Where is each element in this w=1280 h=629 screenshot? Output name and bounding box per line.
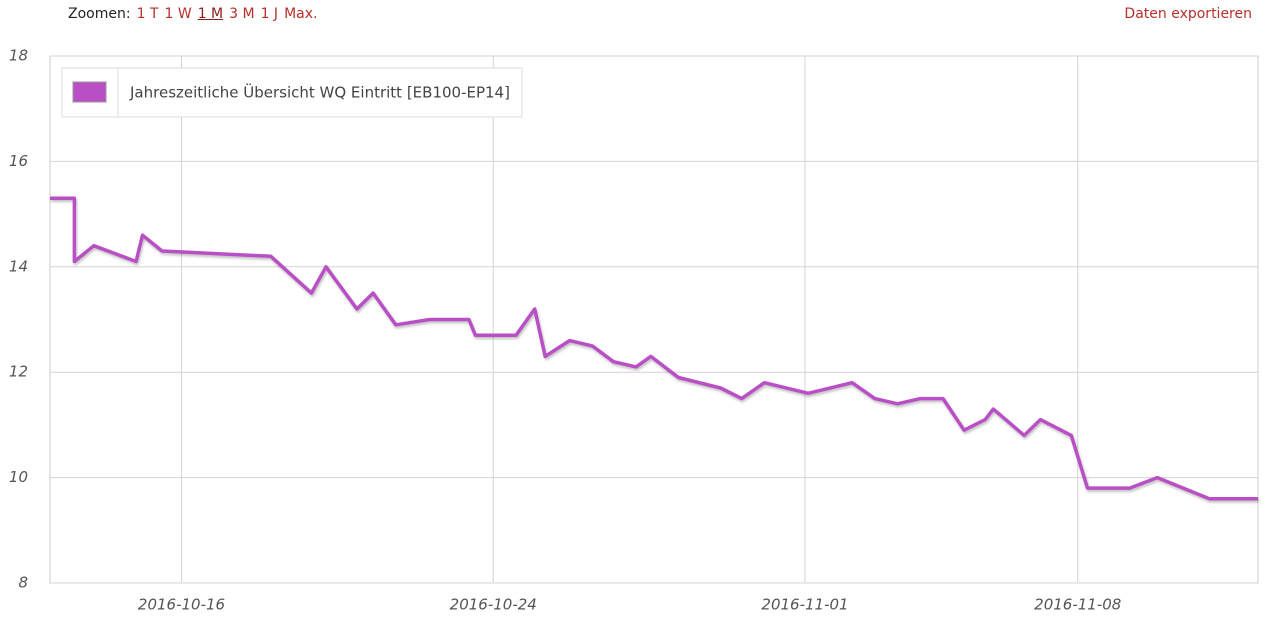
zoom-option[interactable]: Max. [284,6,318,22]
legend-swatch [72,81,107,103]
x-tick-label: 2016-10-24 [450,596,537,614]
legend: Jahreszeitliche Übersicht WQ Eintritt [E… [61,67,523,118]
x-tick-label: 2016-10-16 [138,596,225,614]
zoom-label: Zoomen: [68,6,131,22]
x-tick-label: 2016-11-08 [1034,596,1121,614]
y-tick-label: 14 [9,257,28,275]
zoom-option[interactable]: 1 J [260,6,279,22]
export-link[interactable]: Daten exportieren [1124,6,1252,22]
zoom-option[interactable]: 1 T [136,6,159,22]
legend-label: Jahreszeitliche Übersicht WQ Eintritt [E… [129,83,510,102]
legend-box [61,67,523,118]
y-tick-label: 16 [9,152,28,170]
zoom-option[interactable]: 3 M [229,6,255,22]
y-tick-label: 10 [9,468,28,486]
y-tick-label: 18 [9,47,28,65]
plot-area [49,55,1259,584]
zoom-toolbar: Zoomen: 1 T 1 W 1 M 3 M 1 J Max. [68,6,317,22]
x-tick-label: 2016-11-01 [761,596,848,614]
y-tick-label: 12 [9,363,28,381]
y-tick-label: 8 [18,574,28,592]
series-line [50,196,1258,501]
zoom-options: 1 T 1 W 1 M 3 M 1 J Max. [137,6,318,22]
zoom-option[interactable]: 1 M [197,6,224,22]
zoom-option[interactable]: 1 W [164,6,192,22]
